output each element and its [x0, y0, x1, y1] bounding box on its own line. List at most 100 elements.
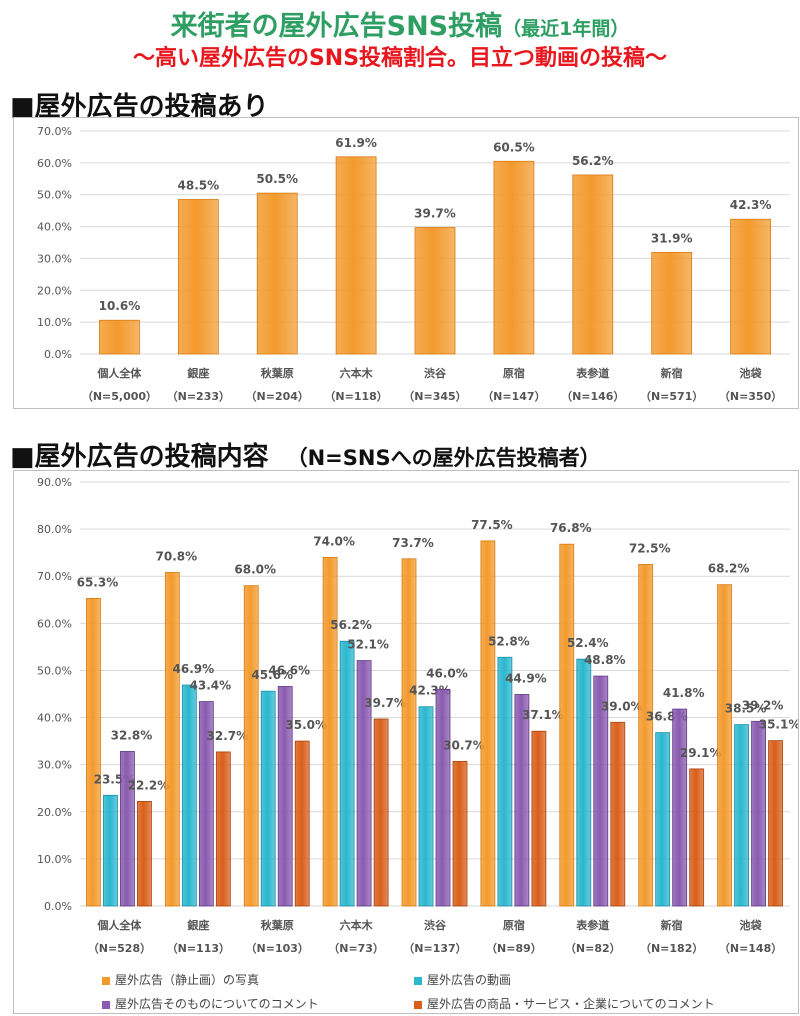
chart2-data-label-photo: 77.5% — [471, 518, 513, 532]
chart1-x-tick-label: 原宿 — [503, 366, 525, 380]
chart1-data-label: 61.9% — [335, 136, 377, 150]
chart2-bar-video — [655, 732, 671, 907]
chart1-data-label: 60.5% — [493, 140, 535, 154]
chart2-sample-size-label: （N=82） — [565, 942, 621, 955]
page-title-main: 来街者の屋外広告SNS投稿 — [170, 11, 503, 42]
chart2-bar-photo — [480, 540, 496, 907]
chart2-bar-video — [497, 656, 513, 907]
chart1-sample-size-label: （N=571） — [640, 390, 703, 403]
chart1-data-label: 39.7% — [414, 207, 456, 221]
chart2-bar-ad-comment — [120, 751, 135, 907]
chart2-data-label-ad-comment: 43.4% — [190, 679, 232, 693]
chart1-sample-size-label: （N=350） — [719, 390, 782, 403]
chart2-bar-ad-comment — [277, 686, 293, 907]
legend-item-ad-comment: 屋外広告そのものについてのコメント — [102, 995, 319, 1012]
chart1-x-tick-label: 銀座 — [187, 366, 209, 380]
chart1-x-tick-label: 秋葉原 — [261, 366, 294, 380]
chart2-data-label-video: 56.2% — [330, 618, 372, 632]
chart2-x-tick-label: 六本木 — [340, 918, 374, 932]
chart2-data-label-product-comment: 39.0% — [601, 699, 643, 713]
chart2-bar-product-comment — [294, 740, 310, 907]
chart1-data-label: 56.2% — [572, 154, 614, 168]
chart2-data-label-video: 38.5% — [725, 702, 767, 716]
chart2-sample-size-label: （N=137） — [403, 942, 466, 955]
chart2-bar-ad-comment — [751, 720, 766, 907]
chart1-y-tick-label: 20.0% — [37, 284, 72, 297]
chart2-data-label-photo: 68.2% — [708, 562, 750, 576]
chart2-sample-size-label: （N=182） — [640, 942, 703, 955]
chart1-panel: 0.0% 10.0% 20.0% 30.0% 40.0% 50.0% 60.0% 70.0% 1… — [13, 117, 799, 409]
chart2-y-tick-label: 40.0% — [37, 712, 72, 725]
chart2-data-label-photo: 70.8% — [156, 549, 198, 563]
page-subtitle: 〜高い屋外広告のSNS投稿割合。目立つ動画の投稿〜 — [132, 46, 668, 71]
chart1-sample-size-label: （N=345） — [403, 390, 466, 403]
chart2-bar-video — [339, 640, 355, 907]
chart1-y-tick-label: 40.0% — [37, 221, 72, 234]
chart2-bar-video — [260, 690, 276, 907]
chart1-sample-size-label: （N=204） — [246, 390, 309, 403]
chart2-data-label-product-comment: 35.0% — [285, 718, 327, 732]
chart1-data-label: 50.5% — [256, 172, 298, 186]
chart1-bar — [572, 174, 614, 355]
legend-swatch-photo — [102, 976, 110, 985]
chart2-bar-product-comment — [137, 801, 152, 907]
chart2-bar-product-comment — [610, 721, 626, 907]
chart2-data-label-product-comment: 37.1% — [522, 708, 564, 722]
chart2-x-tick-label: 新宿 — [661, 918, 683, 932]
chart2-bar-video — [103, 794, 118, 907]
page-title-period: （最近1年間） — [502, 18, 630, 40]
chart2-bar-video — [576, 658, 592, 907]
chart2-data-label-video: 46.9% — [173, 662, 215, 676]
chart2-bar-photo — [243, 585, 259, 907]
chart2-data-label-ad-comment: 41.8% — [663, 686, 705, 700]
chart2-panel: 0.0% 10.0% 20.0% 30.0% 40.0% 50.0% 60.0% 70.0% 8… — [13, 470, 800, 1014]
chart2-bar-photo — [559, 543, 575, 907]
legend-swatch-ad-comment — [102, 1000, 110, 1009]
chart1-x-tick-label: 渋谷 — [424, 366, 447, 380]
chart2-y-tick-label: 70.0% — [37, 570, 72, 583]
chart2-bar-ad-comment — [593, 675, 609, 907]
chart1-sample-size-label: （N=233） — [167, 390, 230, 403]
chart2-sample-size-label: （N=89） — [486, 942, 542, 955]
chart2-x-tick-label: 池袋 — [740, 918, 763, 932]
chart1-y-tick-label: 0.0% — [44, 348, 72, 361]
chart1-x-tick-label: 表参道 — [575, 366, 609, 380]
chart2-sample-size-label: （N=113） — [167, 942, 230, 955]
chart1-data-label: 42.3% — [730, 198, 772, 212]
chart1-data-label: 48.5% — [178, 178, 220, 192]
page-title: 来街者の屋外広告SNS投稿（最近1年間） — [0, 4, 800, 43]
chart2-sample-size-label: （N=148） — [719, 942, 782, 955]
chart2-data-label-ad-comment: 46.0% — [426, 666, 468, 680]
legend-item-product-comment: 屋外広告の商品・サービス・企業についてのコメント — [414, 995, 715, 1012]
chart2-y-tick-label: 30.0% — [37, 759, 72, 772]
chart2-data-label-product-comment: 22.2% — [128, 778, 170, 792]
chart2-bar-video — [734, 724, 749, 907]
chart2-bar-video — [181, 684, 197, 907]
chart1-sample-size-label: （N=146） — [561, 390, 624, 403]
chart2-data-label-photo: 76.8% — [550, 521, 592, 535]
chart2-bar-ad-comment — [514, 694, 530, 907]
chart2-data-label-photo: 73.7% — [392, 536, 434, 550]
legend-label-product-comment: 屋外広告の商品・サービス・企業についてのコメント — [427, 997, 715, 1011]
legend-label-photo: 屋外広告（静止画）の写真 — [115, 973, 260, 987]
chart2-data-label-ad-comment: 32.8% — [111, 728, 153, 742]
legend-swatch-product-comment — [414, 1000, 422, 1009]
chart1-x-tick-label: 個人全体 — [96, 366, 142, 380]
chart1-bar — [414, 227, 456, 355]
chart1-y-tick-label: 10.0% — [37, 316, 72, 329]
chart2-x-tick-label: 原宿 — [503, 918, 525, 932]
chart1-data-label: 10.6% — [99, 299, 141, 313]
chart2-bar-photo — [717, 584, 732, 907]
chart2-y-tick-label: 60.0% — [37, 617, 72, 630]
chart2-data-label-photo: 65.3% — [77, 575, 119, 589]
legend-label-ad-comment: 屋外広告そのものについてのコメント — [115, 997, 319, 1011]
chart1-sample-size-label: （N=5,000） — [82, 390, 157, 403]
legend-item-video: 屋外広告の動画 — [414, 971, 511, 988]
chart1-bar — [99, 319, 140, 355]
chart2-data-label-photo: 72.5% — [629, 541, 671, 555]
chart2-data-label-photo: 74.0% — [313, 534, 355, 548]
chart2-bar-product-comment — [373, 718, 389, 907]
chart2-x-tick-label: 表参道 — [575, 918, 609, 932]
chart2-svg: 0.0% 10.0% 20.0% 30.0% 40.0% 50.0% 60.0% 70.0% 8… — [37, 476, 800, 955]
chart2-data-label-ad-comment: 48.8% — [584, 653, 626, 667]
